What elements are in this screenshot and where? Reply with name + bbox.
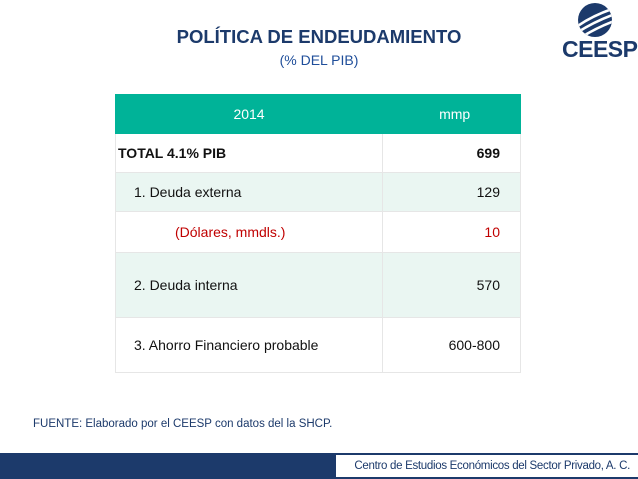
header-unit: mmp bbox=[382, 94, 521, 134]
table-row: (Dólares, mmdls.) 10 bbox=[114, 211, 521, 253]
debt-table: 2014 mmp TOTAL 4.1% PIB 699 1. Deuda ext… bbox=[114, 94, 521, 373]
source-note: FUENTE: Elaborado por el CEESP con datos… bbox=[33, 418, 333, 430]
row-label: TOTAL 4.1% PIB bbox=[114, 133, 384, 173]
row-label: 3. Ahorro Financiero probable bbox=[114, 317, 384, 373]
slide-subtitle: (% DEL PIB) bbox=[279, 52, 359, 68]
row-label: 1. Deuda externa bbox=[114, 172, 384, 212]
slide-title: POLÍTICA DE ENDEUDAMIENTO bbox=[176, 26, 462, 47]
row-value: 600-800 bbox=[382, 317, 521, 373]
ceesp-globe-icon bbox=[578, 3, 612, 37]
table-row: 3. Ahorro Financiero probable 600-800 bbox=[114, 317, 521, 373]
row-label: 2. Deuda interna bbox=[114, 252, 384, 318]
footer-box bbox=[336, 455, 638, 477]
row-value: 10 bbox=[382, 211, 521, 253]
table-row: 1. Deuda externa 129 bbox=[114, 172, 521, 212]
table-header-row: 2014 mmp bbox=[114, 94, 521, 134]
table-row: TOTAL 4.1% PIB 699 bbox=[114, 133, 521, 173]
footer-text: Centro de Estudios Económicos del Sector… bbox=[354, 460, 630, 472]
row-value: 129 bbox=[382, 172, 521, 212]
table-row: 2. Deuda interna 570 bbox=[114, 252, 521, 318]
row-value: 570 bbox=[382, 252, 521, 318]
ceesp-logo: CEESP bbox=[562, 2, 638, 66]
header-year: 2014 bbox=[114, 94, 384, 134]
row-label: (Dólares, mmdls.) bbox=[114, 211, 384, 253]
logo-text: CEESP bbox=[562, 36, 638, 62]
row-value: 699 bbox=[382, 133, 521, 173]
